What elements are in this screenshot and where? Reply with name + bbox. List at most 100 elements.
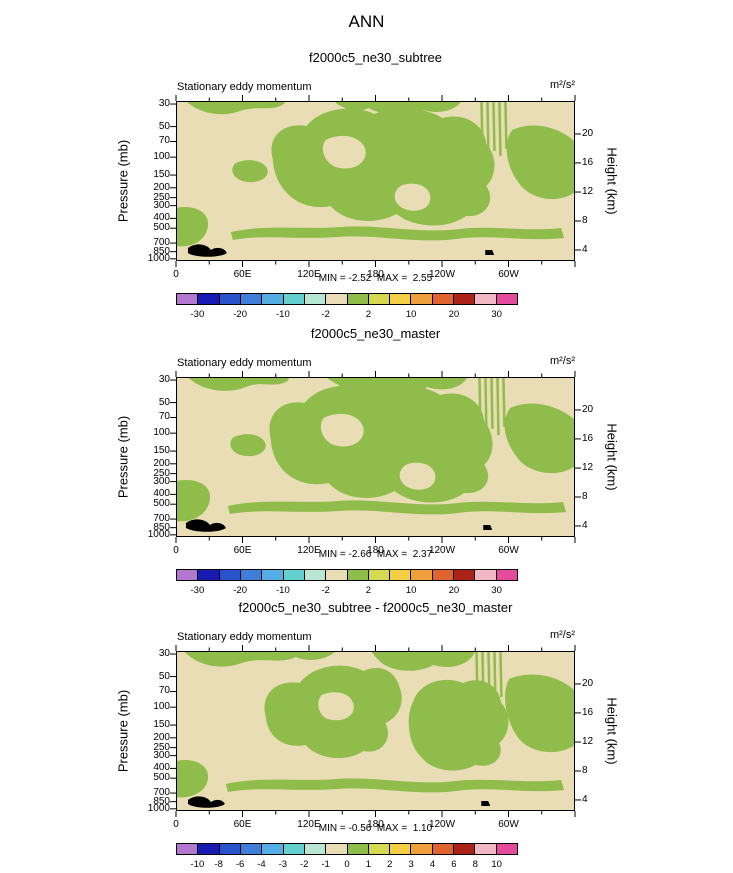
pressure-tick-label: 850: [153, 245, 170, 257]
pressure-tick-label: 1000: [147, 528, 170, 540]
longitude-tick-label: 0: [173, 545, 179, 556]
colorbar-tick-label: 2: [387, 859, 393, 870]
height-axis-label: Height (km): [604, 147, 620, 215]
pressure-tick-label: 300: [153, 475, 170, 487]
longitude-tick-label: 120W: [428, 819, 456, 830]
height-tick-label: 16: [582, 432, 594, 444]
plot-frame: [176, 101, 575, 261]
longitude-tick-label: 180: [367, 269, 384, 280]
colorbar-tick-label: -10: [276, 585, 290, 596]
colorbar-tick-label: -20: [233, 309, 247, 320]
pressure-tick-label: 400: [153, 488, 170, 500]
colorbar-strip: [176, 293, 518, 305]
contour-region-green: [504, 403, 575, 474]
pressure-tick-label: 250: [153, 741, 170, 753]
longitude-tick-label: 120W: [428, 269, 456, 280]
contour-region-bg: [399, 462, 436, 490]
colorbar-segment: [177, 294, 199, 304]
pressure-tick-label: 70: [158, 411, 170, 423]
contour-region-green: [176, 206, 209, 247]
colorbar-tick-label: 30: [491, 309, 502, 320]
longitude-tick-label: 0: [173, 819, 179, 830]
contour-region-green: [187, 377, 290, 391]
contour-region-green: [333, 101, 462, 115]
colorbar-strip: [176, 843, 518, 855]
contour-region-black: [485, 250, 495, 255]
minmax-label: MIN = -2.66 MAX = 2.37: [318, 549, 433, 560]
colorbar-segment: [475, 844, 497, 854]
colorbar-tick-label: -3: [278, 859, 288, 870]
colorbar-segment: [262, 570, 284, 580]
panel-title: f2000c5_ne30_subtree - f2000c5_ne30_mast…: [238, 600, 513, 615]
minmax-label: MIN = -0.56 MAX = 1.10: [318, 823, 433, 834]
colorbar-segment: [326, 570, 348, 580]
colorbar-tick-label: -30: [190, 309, 205, 320]
contour-region-green: [185, 101, 286, 115]
pressure-tick-label: 500: [153, 222, 170, 234]
colorbar-segment: [262, 844, 284, 854]
colorbar-tick-label: -20: [233, 585, 247, 596]
colorbar-tick-label: -10: [276, 309, 290, 320]
pressure-tick-label: 1000: [147, 252, 170, 264]
height-tick-label: 20: [582, 677, 594, 689]
contour-region-green: [232, 160, 268, 183]
contour-region-black: [481, 801, 491, 806]
contour-region-bg: [318, 692, 354, 721]
height-tick-label: 8: [582, 765, 588, 776]
longitude-tick-label: 120E: [297, 269, 321, 280]
panel-subtitle: Stationary eddy momentum: [177, 357, 312, 369]
longitude-tick-label: 0: [173, 269, 179, 280]
chart-panel-difference: f2000c5_ne30_subtree - f2000c5_ne30_mast…: [0, 594, 733, 871]
pressure-tick-label: 300: [153, 749, 170, 761]
plot-frame: [176, 651, 575, 811]
contour-region-green: [225, 778, 565, 793]
colorbar-segment: [368, 294, 391, 304]
pressure-tick-label: 30: [158, 374, 170, 386]
colorbar-segment: [283, 294, 305, 304]
colorbar-segment: [240, 570, 263, 580]
height-axis-label: Height (km): [604, 697, 620, 765]
pressure-tick-label: 1000: [147, 802, 170, 814]
colorbar-tick-label: -1: [321, 859, 330, 870]
panel-title: f2000c5_ne30_master: [310, 326, 441, 341]
contour-region-green: [505, 674, 575, 753]
height-tick-label: 16: [582, 156, 594, 168]
height-tick-label: 16: [582, 706, 594, 718]
colorbar-tick-label: 1: [365, 859, 372, 870]
contour-svg: [170, 371, 581, 543]
pressure-tick-label: 400: [153, 762, 170, 774]
longitude-tick-label: 120E: [297, 819, 321, 830]
colorbar-tick-label: 6: [451, 859, 457, 870]
colorbar-tick-label: 2: [365, 585, 372, 596]
colorbar-segment: [432, 570, 455, 580]
height-tick-label: 12: [582, 462, 594, 474]
colorbar-tick-label: 10: [405, 309, 417, 320]
contour-region-green: [371, 651, 476, 671]
pressure-tick-label: 850: [153, 795, 170, 807]
pressure-tick-label: 50: [158, 396, 170, 408]
contour-region-green: [506, 125, 575, 200]
panel-title: f2000c5_ne30_subtree: [308, 50, 442, 65]
colorbar-segment: [177, 570, 199, 580]
colorbar-strip: [176, 569, 518, 581]
height-tick-label: 4: [582, 519, 588, 531]
colorbar-tick-label: 4: [429, 859, 436, 870]
colorbar-segment: [219, 844, 241, 854]
units-label: m²/s²: [549, 355, 575, 367]
panel-subtitle: Stationary eddy momentum: [177, 81, 312, 93]
colorbar-tick-label: 10: [405, 585, 417, 596]
pressure-tick-label: 100: [153, 151, 170, 163]
colorbar-segment: [496, 844, 517, 854]
pressure-tick-label: 100: [153, 701, 170, 713]
longitude-tick-label: 180: [367, 545, 384, 556]
colorbar-segment: [454, 294, 476, 304]
colorbar-tick-label: -10: [190, 859, 205, 870]
colorbar-tick-label: -8: [214, 859, 223, 870]
pressure-tick-label: 30: [158, 648, 170, 660]
pressure-tick-label: 700: [153, 237, 170, 249]
contour-region-green: [408, 679, 509, 771]
pressure-tick-label: 150: [153, 169, 170, 181]
contour-region-green: [480, 101, 508, 158]
colorbar-tick-label: 2: [365, 309, 372, 320]
pressure-tick-label: 50: [158, 120, 170, 132]
